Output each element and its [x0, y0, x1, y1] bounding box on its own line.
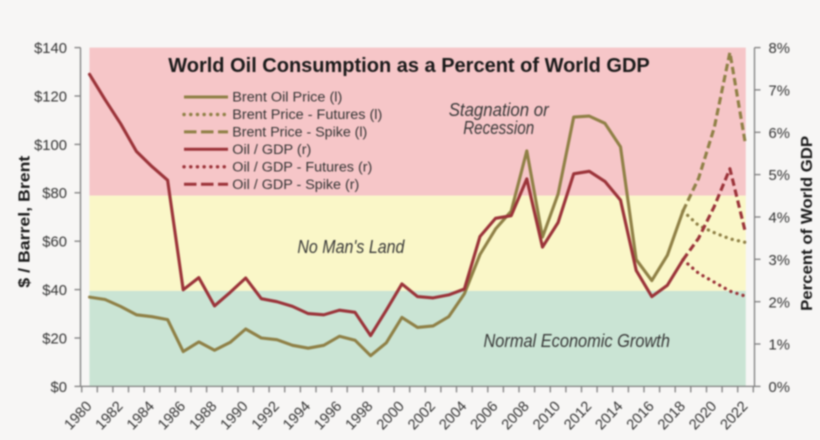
svg-text:No Man's Land: No Man's Land — [297, 237, 405, 257]
svg-text:Stagnation or: Stagnation or — [449, 100, 550, 120]
svg-text:Oil / GDP - Spike (r): Oil / GDP - Spike (r) — [232, 177, 359, 192]
svg-text:$120: $120 — [34, 89, 67, 105]
svg-text:7%: 7% — [769, 84, 790, 100]
svg-text:World Oil Consumption as a Per: World Oil Consumption as a Percent of Wo… — [168, 55, 650, 77]
svg-text:Oil / GDP (r): Oil / GDP (r) — [232, 142, 311, 157]
svg-text:6%: 6% — [769, 126, 790, 142]
svg-text:$80: $80 — [42, 186, 67, 202]
svg-text:Normal Economic Growth: Normal Economic Growth — [483, 331, 670, 351]
svg-text:Recession: Recession — [463, 118, 534, 138]
svg-text:Brent Price - Spike (l): Brent Price - Spike (l) — [232, 125, 367, 140]
svg-text:1%: 1% — [769, 338, 790, 354]
svg-text:0%: 0% — [769, 380, 790, 396]
svg-text:3%: 3% — [769, 253, 790, 269]
svg-text:$20: $20 — [42, 331, 67, 347]
svg-text:$100: $100 — [34, 138, 67, 154]
svg-text:$ / Barrel, Brent: $ / Barrel, Brent — [17, 156, 34, 288]
svg-text:Oil / GDP - Futures (r): Oil / GDP - Futures (r) — [232, 160, 372, 175]
svg-text:$140: $140 — [34, 41, 67, 57]
svg-text:2%: 2% — [769, 295, 790, 311]
svg-text:$0: $0 — [51, 380, 67, 396]
svg-text:Brent Oil Price (l): Brent Oil Price (l) — [232, 90, 342, 105]
svg-text:5%: 5% — [769, 168, 790, 184]
svg-text:Brent Price - Futures (l): Brent Price - Futures (l) — [232, 107, 382, 122]
svg-text:8%: 8% — [769, 41, 790, 57]
svg-text:$40: $40 — [42, 283, 67, 299]
svg-text:$60: $60 — [42, 235, 67, 251]
svg-text:4%: 4% — [769, 211, 790, 227]
svg-text:Percent of World GDP: Percent of World GDP — [799, 136, 816, 311]
